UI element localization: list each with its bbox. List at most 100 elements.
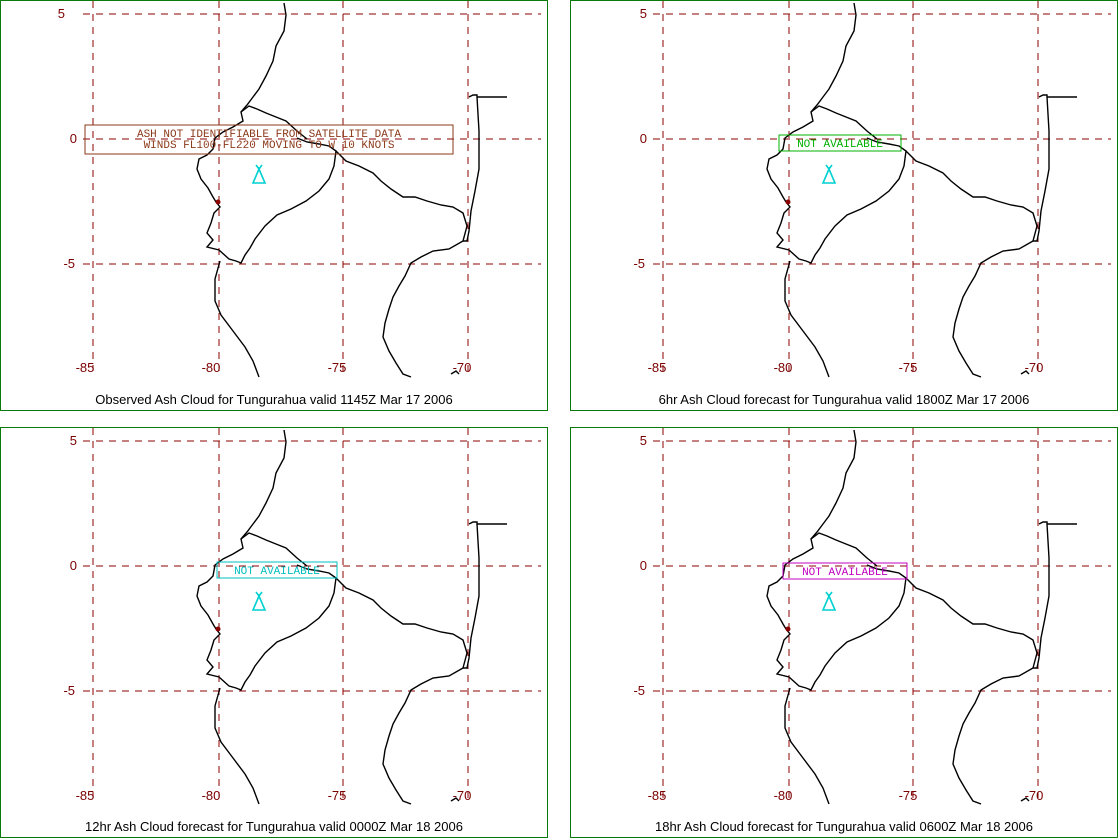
coastline-path xyxy=(766,2,907,264)
coastline-path xyxy=(810,532,878,567)
advisory-box: NOT AVAILABLE xyxy=(782,562,908,580)
coastline-path xyxy=(905,150,1038,242)
location-dot xyxy=(785,626,791,632)
lat-tick-label: -5 xyxy=(633,683,645,698)
coastline-path xyxy=(382,240,464,378)
lon-tick-label: -80 xyxy=(774,788,793,803)
advisory-line-2: WINDS FL100-FL220 MOVING TO W 10 KNOTS xyxy=(144,140,395,152)
lat-tick-label: 5 xyxy=(640,433,647,448)
gridlines xyxy=(653,428,1111,798)
lat-tick-label: 5 xyxy=(70,433,77,448)
gridlines xyxy=(653,1,1111,371)
lon-tick-label: -70 xyxy=(453,360,472,375)
panel-caption: 6hr Ash Cloud forecast for Tungurahua va… xyxy=(658,392,1030,407)
advisory-line-1: NOT AVAILABLE xyxy=(802,567,888,579)
volcano-triangle xyxy=(251,164,267,184)
coastline-path xyxy=(196,2,337,264)
lat-tick-label: -5 xyxy=(633,256,645,271)
volcano-icon xyxy=(821,164,837,184)
coastline-path xyxy=(952,240,1034,378)
map-panel-6hr: 5 0 -5 -85 -80 -75 -70 NOT AVAILABLE 6hr… xyxy=(570,0,1118,411)
lon-tick-label: -85 xyxy=(648,360,667,375)
lat-tick-label: 5 xyxy=(58,6,65,21)
lon-tick-label: -75 xyxy=(328,788,347,803)
lon-tick-label: -80 xyxy=(202,360,221,375)
volcano-icon xyxy=(251,164,267,184)
lat-tick-label: -5 xyxy=(63,256,75,271)
coastline-path xyxy=(784,260,830,378)
lon-tick-label: -85 xyxy=(76,360,95,375)
lon-tick-label: -75 xyxy=(899,788,918,803)
volcano-triangle xyxy=(821,591,837,611)
coastline-path xyxy=(214,260,260,378)
coastline-path xyxy=(905,577,1038,669)
coastline-path xyxy=(450,370,460,375)
advisory-line-1: NOT AVAILABLE xyxy=(797,139,883,151)
tick-labels: 5 0 -5 -85 -80 -75 -70 xyxy=(633,6,1043,375)
location-dot xyxy=(215,199,221,205)
advisory-box: NOT AVAILABLE xyxy=(778,134,902,152)
map-canvas: 5 0 -5 -85 -80 -75 -70 NOT AVAILABLE xyxy=(633,428,1111,805)
coastline-borders xyxy=(196,429,507,805)
coastline-path xyxy=(335,150,468,242)
coastline-path xyxy=(1020,370,1030,375)
lon-tick-label: -70 xyxy=(1025,360,1044,375)
map-panel-18hr: 5 0 -5 -85 -80 -75 -70 NOT AVAILABLE 18h… xyxy=(570,427,1118,838)
panel-caption: Observed Ash Cloud for Tungurahua valid … xyxy=(95,392,453,407)
lat-tick-label: 0 xyxy=(640,131,647,146)
lon-tick-label: -70 xyxy=(453,788,472,803)
coastline-path xyxy=(335,577,468,669)
gridlines xyxy=(83,428,541,798)
tick-labels: 5 0 -5 -85 -80 -75 -70 xyxy=(58,6,472,375)
lon-tick-label: -75 xyxy=(899,360,918,375)
coastline-borders xyxy=(196,2,507,378)
gridlines xyxy=(83,1,541,371)
volcano-triangle xyxy=(251,591,267,611)
lat-tick-label: 0 xyxy=(70,558,77,573)
coastline-borders xyxy=(766,429,1077,805)
lon-tick-label: -80 xyxy=(202,788,221,803)
volcano-triangle xyxy=(821,164,837,184)
coastline-path xyxy=(952,667,1034,805)
map-panel-12hr: 5 0 -5 -85 -80 -75 -70 NOT AVAILABLE 12h… xyxy=(0,427,548,838)
lat-tick-label: -5 xyxy=(63,683,75,698)
lat-tick-label: 5 xyxy=(640,6,647,21)
advisory-line-1: ASH NOT IDENTIFIABLE FROM SATELLITE DATA xyxy=(137,129,401,141)
coastline-path xyxy=(382,667,464,805)
advisory-box: ASH NOT IDENTIFIABLE FROM SATELLITE DATA… xyxy=(84,124,454,155)
coastline-path xyxy=(1033,94,1077,242)
lat-tick-label: 0 xyxy=(70,131,77,146)
tick-labels: 5 0 -5 -85 -80 -75 -70 xyxy=(633,433,1043,803)
coastline-path xyxy=(463,521,507,669)
advisory-box: NOT AVAILABLE xyxy=(216,561,338,579)
coastline-path xyxy=(1033,521,1077,669)
location-dot xyxy=(785,199,791,205)
coastline-path xyxy=(196,429,337,691)
map-canvas: 5 0 -5 -85 -80 -75 -70 NOT AVAILABLE xyxy=(633,1,1111,378)
map-panel-observed: 5 0 -5 -85 -80 -75 -70 ASH NOT IDENTIFIA… xyxy=(0,0,548,411)
advisory-line-1: NOT AVAILABLE xyxy=(234,566,320,578)
coastline-path xyxy=(240,105,308,140)
coastline-borders xyxy=(766,2,1077,378)
lon-tick-label: -70 xyxy=(1025,788,1044,803)
volcano-icon xyxy=(251,591,267,611)
coastline-path xyxy=(810,105,878,140)
lon-tick-label: -80 xyxy=(774,360,793,375)
coastline-path xyxy=(450,797,460,802)
coastline-path xyxy=(214,687,260,805)
map-canvas: 5 0 -5 -85 -80 -75 -70 ASH NOT IDENTIFIA… xyxy=(58,1,541,378)
map-canvas: 5 0 -5 -85 -80 -75 -70 NOT AVAILABLE xyxy=(63,428,541,805)
lon-tick-label: -75 xyxy=(328,360,347,375)
coastline-path xyxy=(1020,797,1030,802)
tick-labels: 5 0 -5 -85 -80 -75 -70 xyxy=(63,433,471,803)
volcano-icon xyxy=(821,591,837,611)
location-dot xyxy=(215,626,221,632)
coastline-path xyxy=(784,687,830,805)
lon-tick-label: -85 xyxy=(76,788,95,803)
coastline-path xyxy=(463,94,507,242)
coastline-path xyxy=(240,532,308,567)
lon-tick-label: -85 xyxy=(648,788,667,803)
panel-caption: 18hr Ash Cloud forecast for Tungurahua v… xyxy=(655,819,1033,834)
coastline-path xyxy=(766,429,907,691)
panel-caption: 12hr Ash Cloud forecast for Tungurahua v… xyxy=(85,819,463,834)
